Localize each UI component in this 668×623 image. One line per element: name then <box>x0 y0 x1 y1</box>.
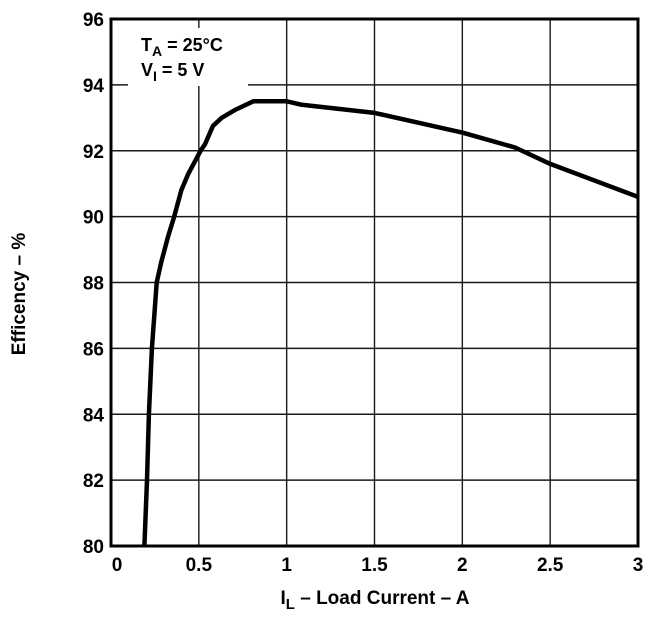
y-tick-label: 84 <box>83 405 105 426</box>
plot-border <box>109 17 640 548</box>
temperature-annotation: TA = 25°C <box>141 35 223 59</box>
efficiency-line <box>142 99 639 547</box>
y-tick-label: 80 <box>83 537 104 558</box>
y-tick-label: 82 <box>83 471 104 492</box>
x-tick-label: 3 <box>633 555 644 576</box>
y-tick-label: 96 <box>83 10 104 31</box>
plot-frame <box>109 17 640 548</box>
x-tick-label: 1.5 <box>361 555 388 576</box>
x-axis-tick-labels: 0 0.5 1 1.5 2 2.5 3 <box>112 555 644 576</box>
y-tick-label: 92 <box>83 142 104 163</box>
y-axis-label: Efficency – % <box>9 233 30 356</box>
x-tick-label: 0 <box>112 555 123 576</box>
y-tick-label: 90 <box>83 208 104 229</box>
x-tick-label: 1 <box>281 555 292 576</box>
efficiency-curve <box>142 99 639 547</box>
y-axis-tick-labels: 80 82 84 86 88 90 92 94 96 <box>83 10 105 558</box>
voltage-annotation: VI = 5 V <box>141 60 204 84</box>
y-tick-label: 94 <box>83 76 105 97</box>
x-axis-label: IL – Load Current – A <box>281 588 470 613</box>
y-tick-label: 86 <box>83 339 104 360</box>
annotation-background <box>128 28 248 86</box>
grid-lines <box>111 19 638 546</box>
x-tick-label: 0.5 <box>186 555 213 576</box>
x-tick-label: 2.5 <box>537 555 564 576</box>
x-tick-label: 2 <box>457 555 468 576</box>
conditions-annotation: TA = 25°C VI = 5 V <box>141 35 223 84</box>
y-tick-label: 88 <box>83 274 104 295</box>
